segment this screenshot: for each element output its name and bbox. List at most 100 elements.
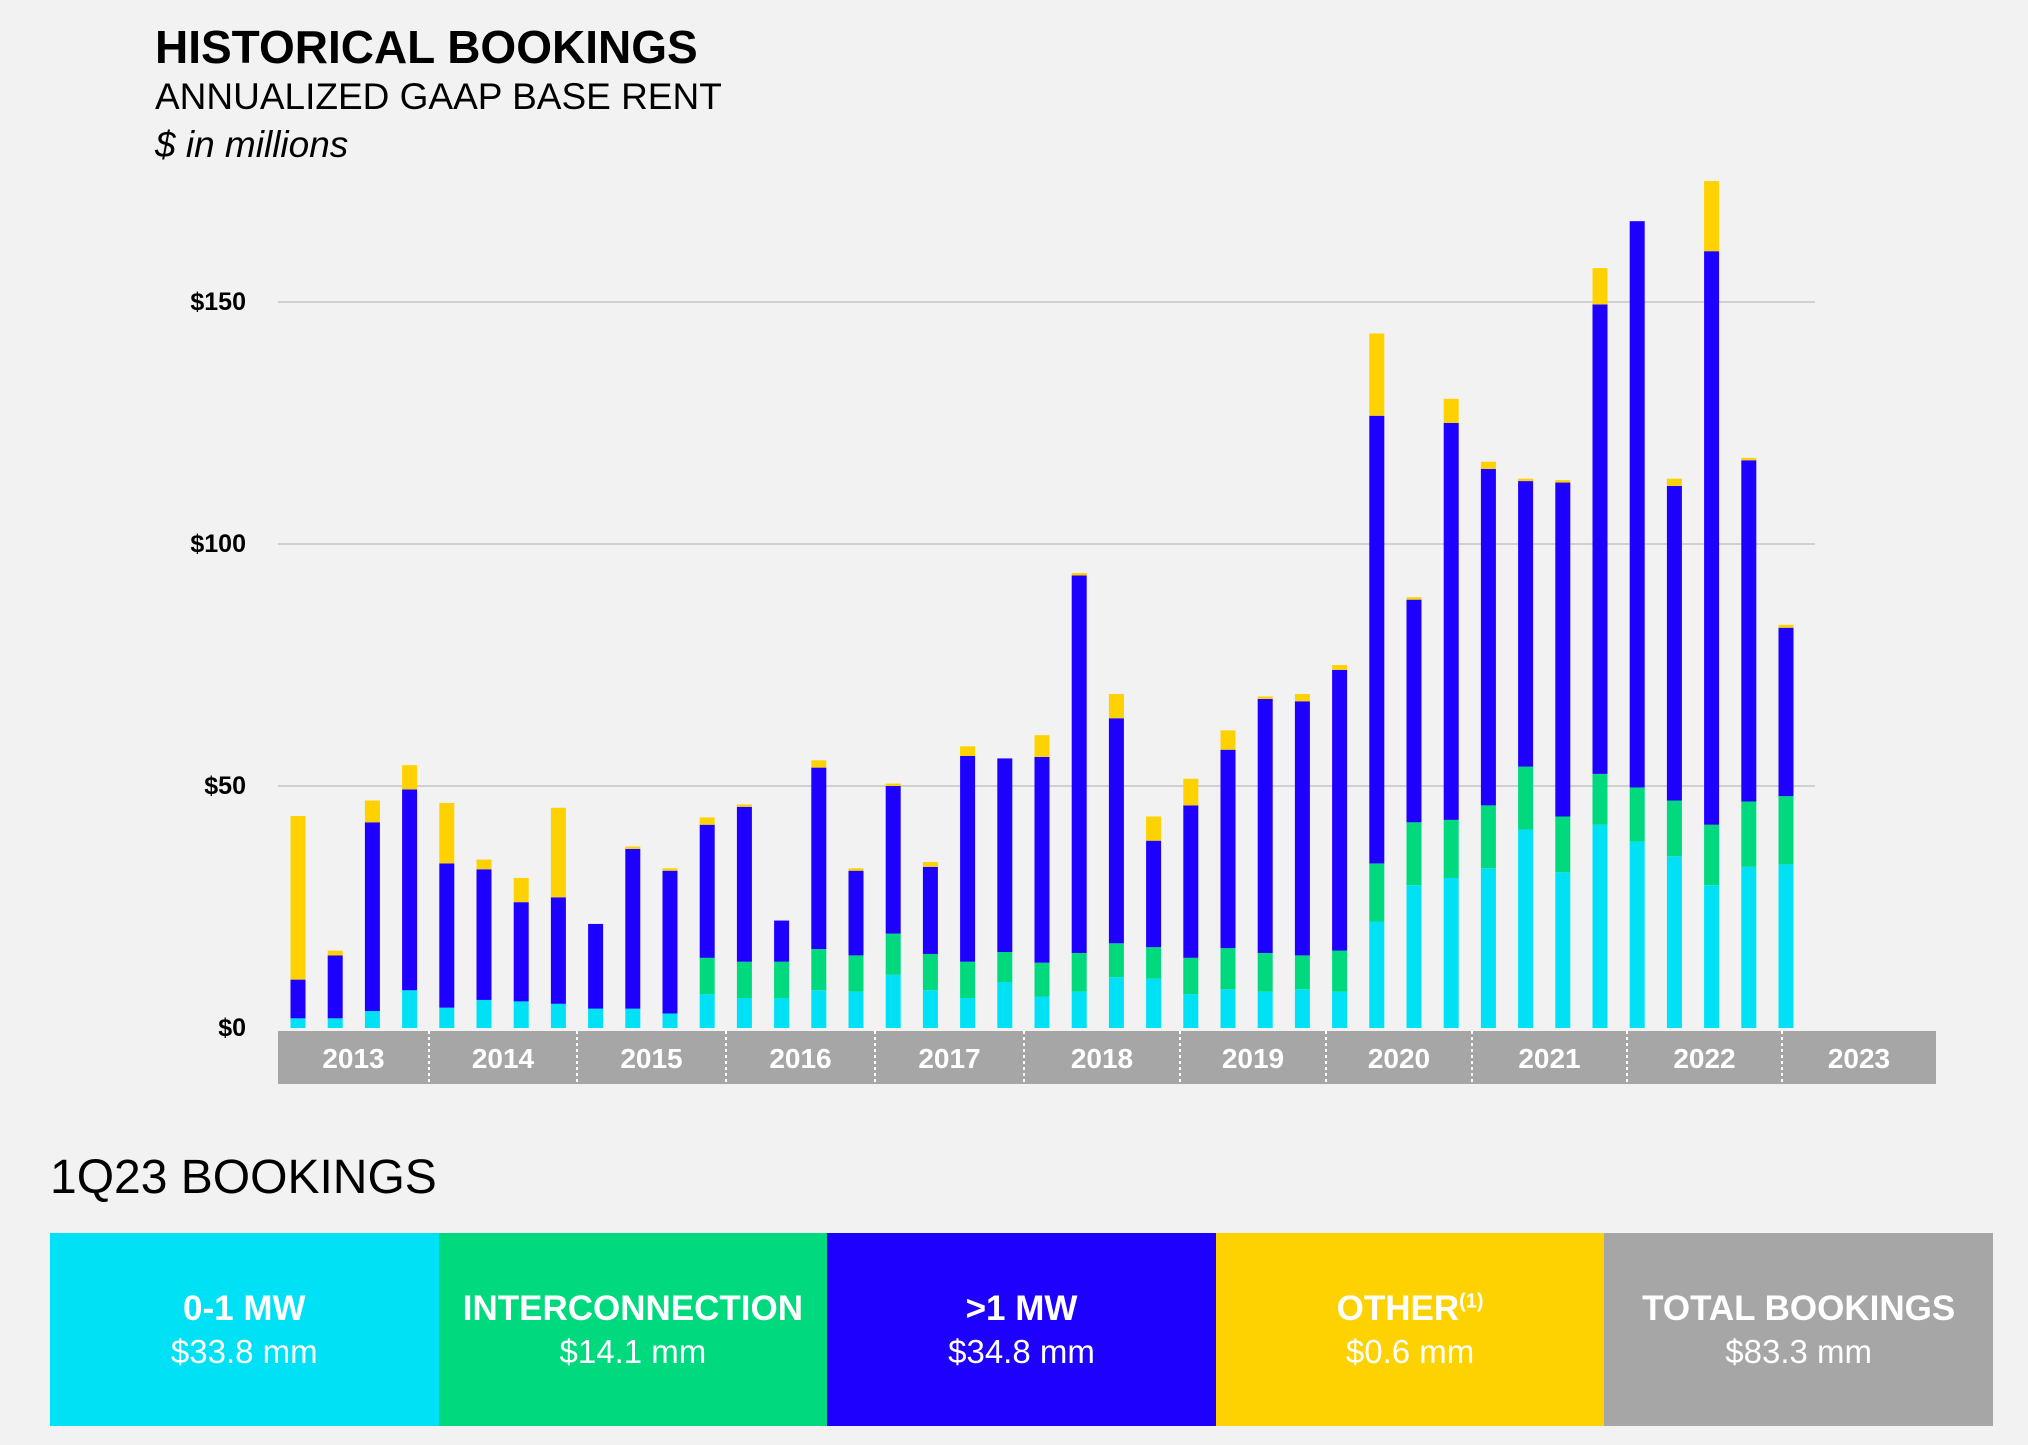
bar-segment <box>1146 840 1162 948</box>
bar-segment <box>625 848 641 1009</box>
bar-segment <box>1443 423 1459 820</box>
x-year-label: 2021 <box>1518 1043 1580 1074</box>
bar-segment <box>1071 575 1087 953</box>
bar-segment <box>774 997 790 1028</box>
bar-segment <box>1183 994 1199 1028</box>
bar-segment <box>1369 333 1385 416</box>
bar-segment <box>848 868 864 871</box>
bar-segment <box>662 1013 678 1028</box>
bar-segment <box>1518 478 1534 482</box>
bar-segment <box>402 765 418 790</box>
bar-segment <box>1071 991 1087 1028</box>
tile-label: INTERCONNECTION <box>462 1288 804 1328</box>
bar-segment <box>960 746 976 756</box>
year-band <box>1627 1031 1782 1084</box>
x-year-label: 2017 <box>918 1043 980 1074</box>
bar-segment <box>960 997 976 1028</box>
tile-label: >1 MW <box>965 1288 1078 1328</box>
bar-segment <box>662 868 678 871</box>
bar-segment <box>1034 735 1050 757</box>
x-year-label: 2018 <box>1071 1043 1133 1074</box>
bar-segment <box>402 990 418 1028</box>
bar-segment <box>848 991 864 1028</box>
year-band <box>1024 1031 1180 1084</box>
bar-segment <box>550 1003 566 1028</box>
bar-segment <box>997 982 1013 1028</box>
bar-segment <box>922 861 938 867</box>
bar-segment <box>364 1011 380 1028</box>
year-band <box>875 1031 1024 1084</box>
bar-segment <box>625 1008 641 1028</box>
bar-segment <box>1592 773 1608 825</box>
bar-segment <box>1778 624 1794 628</box>
bar-segment <box>1183 957 1199 995</box>
bar-segment <box>1071 573 1087 576</box>
bar-segment <box>1555 482 1571 817</box>
bar-segment <box>588 1008 604 1028</box>
bar-segment <box>1666 800 1682 857</box>
bar-segment <box>922 990 938 1028</box>
bar-segment <box>848 955 864 992</box>
bar-segment <box>1294 955 1310 990</box>
year-band <box>429 1031 577 1084</box>
footnote-marker: (1) <box>1459 1289 1484 1312</box>
x-year-label: 2019 <box>1222 1043 1284 1074</box>
summary-tile-0-1mw: 0-1 MW $33.8 mm <box>50 1233 439 1426</box>
chart-title: HISTORICAL BOOKINGS <box>155 21 698 73</box>
y-tick-label: $100 <box>190 530 246 558</box>
bar-segment <box>1294 989 1310 1028</box>
bar-segment <box>1555 816 1571 873</box>
y-tick-label: $0 <box>218 1014 246 1042</box>
bar-segment <box>1369 415 1385 864</box>
bar-segment <box>1629 787 1645 842</box>
bar-segment <box>1108 694 1124 719</box>
bar-segment <box>1629 221 1645 788</box>
bar-segment <box>885 783 901 786</box>
bar-segment <box>699 824 715 958</box>
bar-segment <box>290 816 306 980</box>
tile-label: TOTAL BOOKINGS <box>1642 1288 1956 1328</box>
summary-tile-interconnection: INTERCONNECTION $14.1 mm <box>438 1233 828 1426</box>
bar-segment <box>1369 863 1385 922</box>
bar-segment <box>1592 304 1608 774</box>
bar-segment <box>1741 460 1757 802</box>
x-year-label: 2016 <box>769 1043 831 1074</box>
bar-segment <box>476 999 492 1028</box>
y-tick-label: $50 <box>204 772 246 800</box>
bar-segment <box>1294 701 1310 956</box>
bar-segment <box>1034 962 1050 997</box>
bar-segment <box>885 933 901 975</box>
bar-segment <box>1704 251 1720 825</box>
bar-segment <box>1555 872 1571 1028</box>
bar-segment <box>1332 669 1348 951</box>
bar-segment <box>1257 991 1273 1028</box>
bar-segment <box>439 1007 455 1028</box>
bar-segment <box>1778 627 1794 797</box>
bar-segment <box>439 863 455 1008</box>
year-band <box>1180 1031 1326 1084</box>
bar-segment <box>922 866 938 954</box>
year-band <box>1782 1031 1936 1084</box>
bar-segment <box>1108 943 1124 978</box>
summary-tile-other: OTHER(1) $0.6 mm <box>1215 1233 1605 1426</box>
bar-segment <box>1480 868 1496 1028</box>
bar-segment <box>699 817 715 825</box>
chart-subtitle: ANNUALIZED GAAP BASE RENT <box>155 76 722 117</box>
bar-segment <box>699 957 715 995</box>
bar-segment <box>1480 461 1496 469</box>
bar-segment <box>736 804 752 807</box>
bar-segment <box>1518 766 1534 830</box>
bar-segment <box>327 1018 343 1028</box>
bar-segment <box>1741 457 1757 461</box>
bar-segment <box>1443 877 1459 1028</box>
bar-segment <box>811 767 827 950</box>
bar-segment <box>662 870 678 1014</box>
bar-segment <box>1034 996 1050 1028</box>
bar-segment <box>1704 885 1720 1028</box>
bar-segment <box>1555 480 1571 483</box>
tile-value: $0.6 mm <box>1345 1332 1475 1370</box>
bookings-bar-chart: $0 $50 $100 $150 2013 2014 2015 2016 2017 2018 201… <box>190 181 1936 1084</box>
bar-segment <box>922 953 938 991</box>
bar-segment <box>1518 481 1534 767</box>
bar-segment <box>1034 756 1050 963</box>
